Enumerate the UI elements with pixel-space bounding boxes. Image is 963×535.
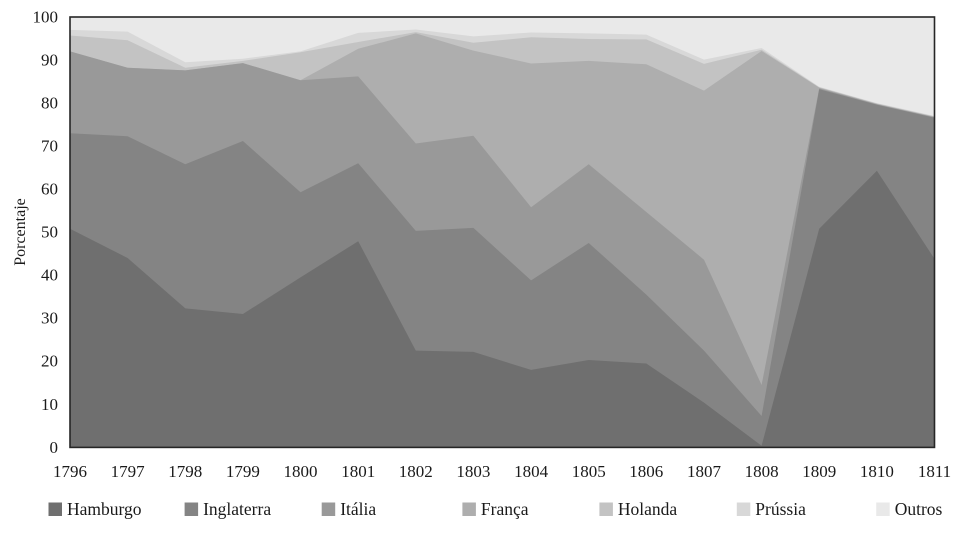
svg-text:40: 40: [41, 266, 58, 285]
svg-text:1797: 1797: [111, 462, 146, 481]
svg-text:20: 20: [41, 352, 58, 371]
svg-text:90: 90: [41, 50, 58, 69]
svg-text:30: 30: [41, 309, 58, 328]
svg-text:1805: 1805: [572, 462, 606, 481]
svg-text:1801: 1801: [341, 462, 375, 481]
svg-text:60: 60: [41, 180, 58, 199]
svg-text:100: 100: [33, 7, 59, 26]
svg-text:1798: 1798: [168, 462, 202, 481]
svg-text:1799: 1799: [226, 462, 260, 481]
svg-text:França: França: [481, 499, 529, 519]
svg-text:1802: 1802: [399, 462, 433, 481]
svg-text:1800: 1800: [284, 462, 318, 481]
svg-text:Itália: Itália: [340, 499, 376, 519]
svg-text:Inglaterra: Inglaterra: [203, 499, 271, 519]
svg-text:70: 70: [41, 137, 58, 156]
svg-text:1807: 1807: [687, 462, 722, 481]
svg-text:1809: 1809: [802, 462, 836, 481]
svg-text:1810: 1810: [860, 462, 894, 481]
svg-text:Holanda: Holanda: [618, 499, 678, 519]
svg-text:Outros: Outros: [895, 499, 943, 519]
svg-text:Porcentaje: Porcentaje: [12, 198, 29, 266]
svg-text:1806: 1806: [629, 462, 663, 481]
svg-text:0: 0: [50, 438, 59, 457]
svg-text:Hamburgo: Hamburgo: [67, 499, 142, 519]
svg-text:Prússia: Prússia: [755, 499, 806, 519]
svg-text:1808: 1808: [745, 462, 779, 481]
svg-text:1811: 1811: [918, 462, 951, 481]
svg-text:1804: 1804: [514, 462, 549, 481]
svg-text:50: 50: [41, 223, 58, 242]
svg-text:80: 80: [41, 94, 58, 113]
svg-text:1796: 1796: [53, 462, 87, 481]
svg-text:1803: 1803: [456, 462, 490, 481]
svg-text:10: 10: [41, 395, 58, 414]
